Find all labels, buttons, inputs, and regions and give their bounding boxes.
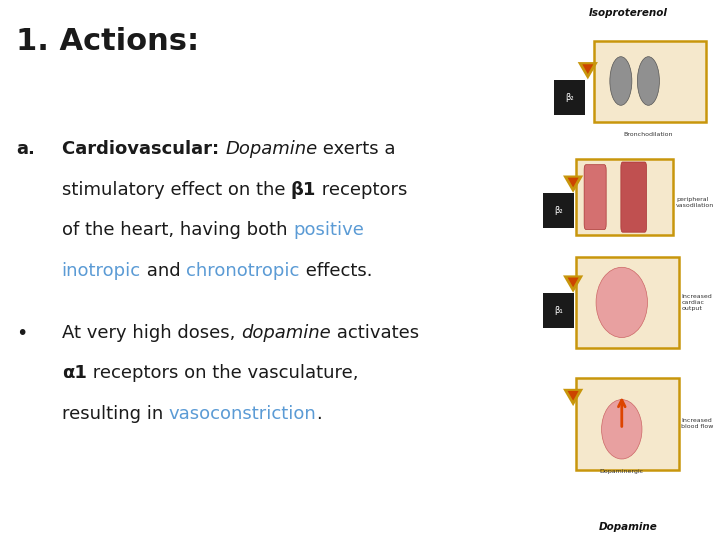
Text: effects.: effects.	[300, 262, 372, 280]
Polygon shape	[563, 176, 583, 193]
Text: peripheral
vasodilation: peripheral vasodilation	[676, 197, 714, 208]
Text: Bronchodilation: Bronchodilation	[624, 132, 673, 137]
FancyBboxPatch shape	[594, 40, 706, 122]
Text: Dopamine: Dopamine	[225, 140, 318, 158]
Text: β₂: β₂	[565, 93, 574, 102]
FancyBboxPatch shape	[554, 80, 585, 115]
Polygon shape	[582, 64, 593, 74]
Polygon shape	[567, 278, 579, 287]
Text: Isoproterenol: Isoproterenol	[589, 8, 667, 18]
Ellipse shape	[637, 57, 660, 105]
Text: activates: activates	[330, 324, 419, 342]
Text: Increased
cardiac
output: Increased cardiac output	[681, 294, 712, 310]
FancyBboxPatch shape	[576, 256, 679, 348]
Text: dopamine: dopamine	[240, 324, 330, 342]
Text: and: and	[141, 262, 186, 280]
Text: chronotropic: chronotropic	[186, 262, 300, 280]
Text: receptors on the vasculature,: receptors on the vasculature,	[86, 364, 358, 382]
Text: Dopamine: Dopamine	[599, 522, 657, 532]
Polygon shape	[567, 178, 579, 187]
FancyBboxPatch shape	[576, 159, 673, 235]
FancyBboxPatch shape	[584, 165, 606, 230]
Text: exerts a: exerts a	[318, 140, 396, 158]
Polygon shape	[563, 389, 583, 406]
Text: Cardiovascular:: Cardiovascular:	[62, 140, 225, 158]
Ellipse shape	[610, 57, 632, 105]
Text: a.: a.	[16, 140, 35, 158]
Text: Increased
blood flow: Increased blood flow	[681, 418, 714, 429]
Text: •: •	[16, 324, 27, 343]
Text: inotropic: inotropic	[62, 262, 141, 280]
Text: α1: α1	[62, 364, 86, 382]
Text: At very high doses,: At very high doses,	[62, 324, 240, 342]
Text: of the heart, having both: of the heart, having both	[62, 221, 293, 239]
Text: receptors: receptors	[316, 181, 408, 199]
Text: β₂: β₂	[554, 206, 563, 215]
Text: resulting in: resulting in	[62, 405, 168, 423]
Ellipse shape	[596, 267, 647, 338]
Text: Dopaminergic: Dopaminergic	[600, 469, 644, 474]
Text: β₁: β₁	[554, 306, 563, 315]
Text: vasoconstriction: vasoconstriction	[168, 405, 316, 423]
Text: stimulatory effect on the: stimulatory effect on the	[62, 181, 291, 199]
Polygon shape	[567, 391, 579, 401]
FancyBboxPatch shape	[543, 193, 574, 228]
Text: .: .	[316, 405, 322, 423]
FancyBboxPatch shape	[576, 378, 679, 470]
Text: positive: positive	[293, 221, 364, 239]
Ellipse shape	[602, 400, 642, 459]
FancyBboxPatch shape	[543, 293, 574, 328]
Text: 1. Actions:: 1. Actions:	[16, 27, 199, 56]
Text: β1: β1	[291, 181, 316, 199]
FancyBboxPatch shape	[621, 162, 647, 232]
Polygon shape	[563, 275, 583, 293]
Polygon shape	[577, 62, 598, 79]
